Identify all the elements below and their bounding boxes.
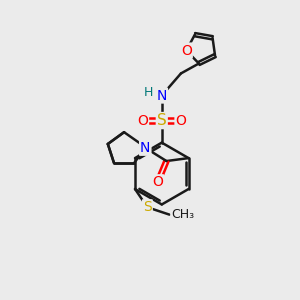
Text: O: O [152,175,163,189]
Text: CH₃: CH₃ [171,208,194,221]
Text: O: O [176,114,186,128]
Text: N: N [157,88,167,103]
Text: S: S [157,113,167,128]
Text: S: S [143,200,152,214]
Text: O: O [137,114,148,128]
Text: N: N [140,141,151,155]
Text: O: O [181,44,192,58]
Text: H: H [144,86,153,99]
